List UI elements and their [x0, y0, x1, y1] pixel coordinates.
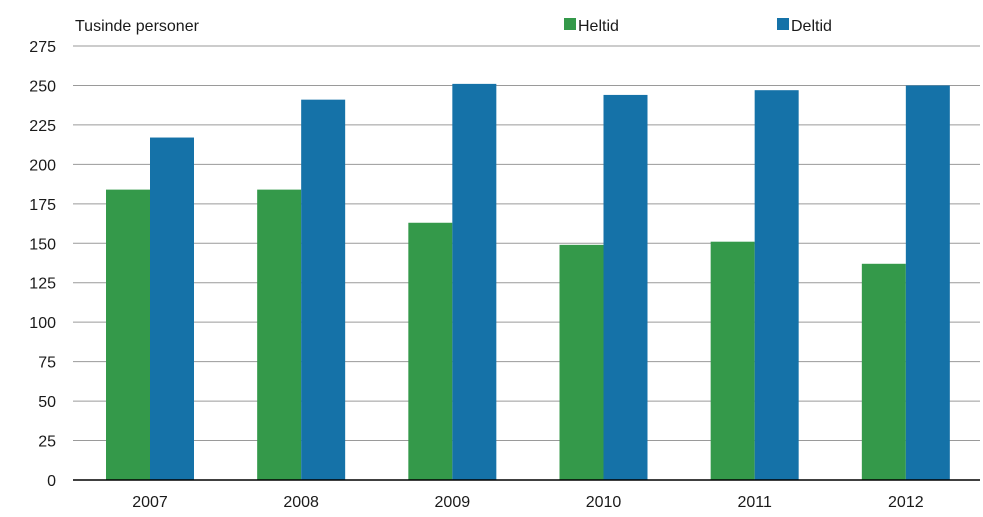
legend-label-deltid: Deltid — [791, 18, 832, 35]
x-tick-label: 2007 — [132, 494, 168, 511]
bar-deltid-2007 — [150, 137, 194, 480]
x-tick-label: 2009 — [435, 494, 471, 511]
y-axis-tick-labels: 0 25 50 75 100 125 150 175 200 225 250 275 — [29, 39, 56, 490]
x-tick-label: 2011 — [737, 494, 772, 511]
x-axis-tick-labels: 2007 2008 2009 2010 2011 2012 — [132, 494, 924, 511]
legend-swatch-deltid — [777, 18, 789, 30]
bar-heltid-2012 — [861, 263, 906, 480]
bar-deltid-2009 — [452, 83, 497, 480]
bar-heltid-2010 — [559, 244, 604, 480]
bar-heltid-2007 — [106, 189, 150, 480]
bar-deltid-2012 — [905, 85, 950, 481]
y-tick-label: 25 — [38, 434, 56, 451]
bars — [106, 83, 950, 481]
y-tick-label: 175 — [29, 197, 56, 214]
bar-deltid-2011 — [754, 90, 799, 481]
bar-heltid-2011 — [710, 241, 755, 480]
y-tick-label: 125 — [29, 276, 56, 293]
x-tick-label: 2012 — [888, 494, 924, 511]
legend: Heltid Deltid — [564, 18, 832, 35]
y-tick-label: 225 — [29, 118, 56, 135]
bar-heltid-2009 — [408, 222, 453, 481]
gridlines — [73, 45, 980, 442]
x-tick-label: 2008 — [283, 494, 319, 511]
x-tick-label: 2010 — [586, 494, 622, 511]
legend-label-heltid: Heltid — [578, 18, 619, 35]
y-tick-label: 200 — [29, 157, 56, 174]
bar-deltid-2008 — [301, 99, 346, 481]
y-tick-label: 50 — [38, 394, 56, 411]
y-tick-label: 250 — [29, 78, 56, 95]
y-tick-label: 150 — [29, 236, 56, 253]
y-tick-label: 100 — [29, 315, 56, 332]
bar-deltid-2010 — [603, 94, 648, 480]
y-tick-label: 0 — [47, 473, 56, 490]
y-tick-label: 275 — [29, 39, 56, 56]
bar-heltid-2008 — [257, 189, 302, 480]
legend-swatch-heltid — [564, 18, 576, 30]
y-tick-label: 75 — [38, 355, 56, 372]
y-axis-unit-label: Tusinde personer — [75, 18, 200, 35]
